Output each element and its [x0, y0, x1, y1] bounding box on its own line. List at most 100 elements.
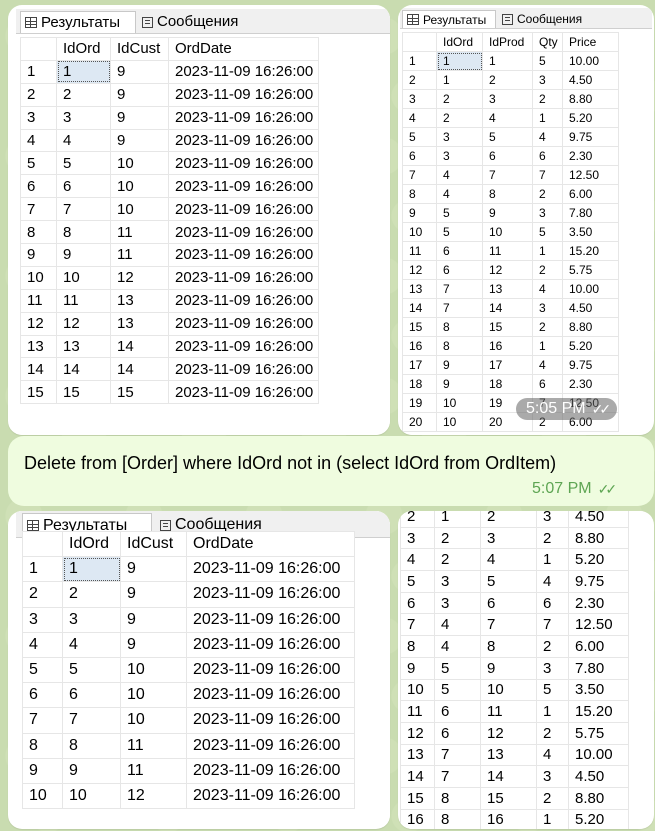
corner-cell[interactable]: [20, 37, 57, 61]
row-number-cell[interactable]: 15: [400, 786, 435, 810]
table-row[interactable]: 9 9 11 2023-11-09 16:26:00: [22, 757, 355, 784]
table-cell[interactable]: 7.80: [562, 203, 619, 223]
table-row[interactable]: 10 10 12 2023-11-09 16:26:00: [20, 265, 319, 290]
row-number-cell[interactable]: 7: [400, 613, 435, 637]
table-row[interactable]: 5 3 5 4 9.75: [402, 127, 619, 147]
row-number-cell[interactable]: 11: [20, 288, 57, 313]
table-cell[interactable]: 2: [62, 581, 121, 608]
column-header[interactable]: IdOrd: [436, 32, 483, 52]
table-cell[interactable]: 8: [62, 732, 121, 759]
table-cell[interactable]: 4: [536, 743, 569, 767]
row-number-cell[interactable]: 20: [402, 412, 437, 432]
table-row[interactable]: 13 7 13 4 10.00: [402, 279, 619, 299]
table-cell[interactable]: 9: [110, 59, 169, 84]
table-cell[interactable]: 2023-11-09 16:26:00: [186, 556, 355, 583]
table-row[interactable]: 14 7 14 3 4.50: [400, 765, 629, 788]
table-cell[interactable]: 2: [536, 635, 569, 658]
row-number-cell[interactable]: 18: [402, 374, 437, 394]
row-number-cell[interactable]: 4: [402, 108, 437, 128]
table-cell[interactable]: 10: [436, 412, 483, 432]
corner-cell[interactable]: [402, 32, 437, 52]
table-row[interactable]: 8 8 11 2023-11-09 16:26:00: [20, 220, 319, 245]
table-cell[interactable]: 5.20: [568, 808, 629, 829]
table-cell[interactable]: 11: [482, 241, 533, 261]
table-cell[interactable]: 3: [532, 70, 563, 90]
table-cell[interactable]: 3: [536, 656, 569, 680]
table-cell[interactable]: 3: [434, 591, 481, 615]
row-number-cell[interactable]: 9: [20, 243, 57, 267]
table-row[interactable]: 1 1 1 5 10.00: [402, 51, 619, 71]
table-cell[interactable]: 6: [436, 241, 483, 261]
table-cell[interactable]: 2: [434, 548, 481, 572]
table-cell[interactable]: 1: [436, 51, 483, 71]
row-number-cell[interactable]: 1: [20, 59, 57, 84]
table-cell[interactable]: 4: [56, 128, 111, 153]
table-cell[interactable]: 3.50: [568, 678, 629, 702]
table-cell[interactable]: 1: [532, 336, 563, 356]
table-cell[interactable]: 10.00: [568, 743, 629, 767]
row-number-cell[interactable]: 7: [22, 707, 63, 734]
table-cell[interactable]: 18: [482, 374, 533, 394]
tab-messages[interactable]: Сообщения: [138, 11, 258, 33]
table-cell[interactable]: 2023-11-09 16:26:00: [168, 288, 319, 313]
table-cell[interactable]: 2023-11-09 16:26:00: [168, 128, 319, 153]
tab-results[interactable]: Результаты: [20, 11, 136, 33]
corner-cell[interactable]: [22, 530, 63, 558]
table-cell[interactable]: 2023-11-09 16:26:00: [168, 311, 319, 336]
table-cell[interactable]: 11: [120, 732, 187, 759]
table-cell[interactable]: 8.80: [562, 89, 619, 109]
table-cell[interactable]: 5.75: [568, 721, 629, 745]
table-cell[interactable]: 3: [532, 203, 563, 223]
table-cell[interactable]: 2023-11-09 16:26:00: [168, 105, 319, 130]
table-cell[interactable]: 5: [56, 151, 111, 176]
table-cell[interactable]: 2: [532, 89, 563, 109]
table-cell[interactable]: 2023-11-09 16:26:00: [168, 151, 319, 176]
tab-results-items[interactable]: Результаты: [402, 10, 496, 28]
row-number-cell[interactable]: 4: [400, 548, 435, 572]
table-cell[interactable]: 13: [482, 279, 533, 299]
table-cell[interactable]: 2023-11-09 16:26:00: [168, 265, 319, 290]
table-cell[interactable]: 3: [436, 146, 483, 166]
row-number-cell[interactable]: 6: [22, 682, 63, 709]
table-cell[interactable]: 2023-11-09 16:26:00: [168, 220, 319, 245]
row-number-cell[interactable]: 14: [402, 298, 437, 318]
table-row[interactable]: 5 3 5 4 9.75: [400, 570, 629, 593]
table-cell[interactable]: 10: [56, 265, 111, 290]
table-cell[interactable]: 6: [434, 700, 481, 723]
table-cell[interactable]: 4: [536, 570, 569, 593]
table-cell[interactable]: 2: [434, 526, 481, 550]
table-cell[interactable]: 8.80: [562, 317, 619, 337]
row-number-cell[interactable]: 5: [402, 127, 437, 147]
row-number-cell[interactable]: 10: [20, 265, 57, 290]
table-cell[interactable]: 2: [532, 184, 563, 204]
table-cell[interactable]: 3: [536, 511, 569, 528]
table-cell[interactable]: 9: [482, 203, 533, 223]
table-cell[interactable]: 6: [62, 682, 121, 709]
table-row[interactable]: 16 8 16 1 5.20: [402, 336, 619, 356]
table-row[interactable]: 12 6 12 2 5.75: [402, 260, 619, 280]
row-number-cell[interactable]: 7: [402, 165, 437, 185]
table-cell[interactable]: 7: [482, 165, 533, 185]
table-cell[interactable]: 4: [62, 631, 121, 658]
table-cell[interactable]: 4: [434, 613, 481, 637]
table-cell[interactable]: 5.20: [568, 548, 629, 572]
table-cell[interactable]: 2: [532, 317, 563, 337]
table-row[interactable]: 4 2 4 1 5.20: [402, 108, 619, 128]
row-number-cell[interactable]: 5: [20, 151, 57, 176]
table-row[interactable]: 3 2 3 2 8.80: [402, 89, 619, 109]
table-cell[interactable]: 11: [110, 220, 169, 245]
row-number-cell[interactable]: 5: [22, 656, 63, 684]
table-cell[interactable]: 9.75: [568, 570, 629, 593]
table-row[interactable]: 14 7 14 3 4.50: [402, 298, 619, 318]
table-row[interactable]: 1 1 9 2023-11-09 16:26:00: [22, 556, 355, 583]
row-number-cell[interactable]: 9: [22, 757, 63, 784]
table-cell[interactable]: 8: [436, 336, 483, 356]
table-cell[interactable]: 7: [56, 197, 111, 222]
row-number-cell[interactable]: 8: [402, 184, 437, 204]
table-cell[interactable]: 3: [532, 298, 563, 318]
table-row[interactable]: 7 7 10 2023-11-09 16:26:00: [22, 707, 355, 734]
table-cell[interactable]: 2023-11-09 16:26:00: [186, 581, 355, 608]
table-cell[interactable]: 5: [532, 222, 563, 242]
table-cell[interactable]: 1: [56, 59, 111, 84]
table-cell[interactable]: 4: [532, 355, 563, 375]
